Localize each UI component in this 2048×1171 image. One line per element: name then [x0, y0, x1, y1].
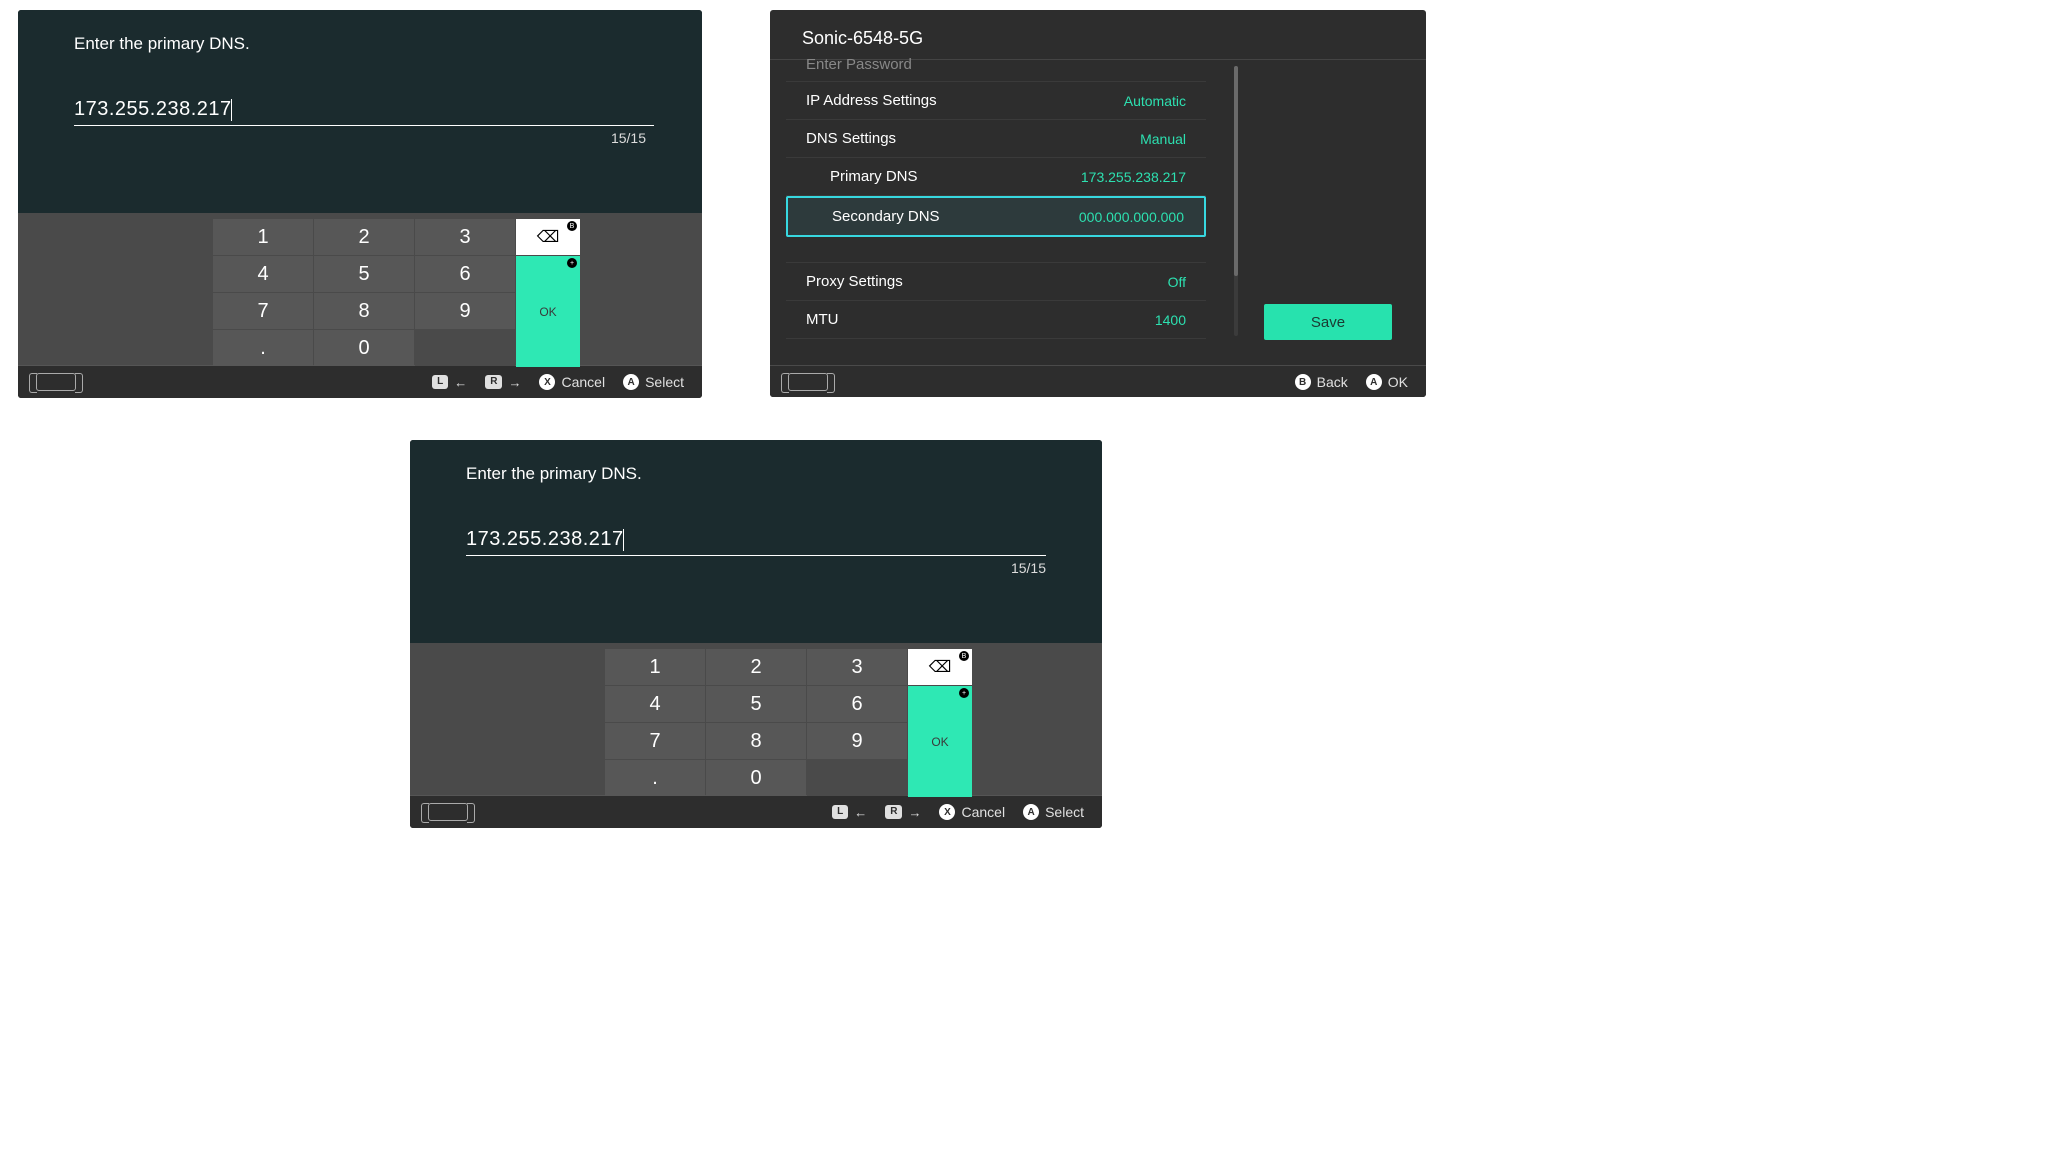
dns-input-field[interactable]: 173.255.238.217 — [466, 528, 1046, 556]
key-1[interactable]: 1 — [605, 649, 705, 685]
hint-ok[interactable]: AOK — [1366, 374, 1408, 390]
key-0[interactable]: 0 — [314, 330, 414, 366]
key-9[interactable]: 9 — [807, 723, 907, 759]
backspace-icon: ⌫ — [537, 227, 560, 247]
b-badge-icon: B — [567, 221, 577, 231]
key-empty — [807, 760, 907, 796]
keypad: 1 2 3 4 5 6 7 8 9 . 0 ⌫ B OK + — [18, 213, 702, 365]
ok-button[interactable]: OK + — [908, 686, 972, 797]
row-dns-settings[interactable]: DNS Settings Manual — [786, 120, 1206, 158]
scrollbar[interactable] — [1234, 66, 1238, 336]
dns-char-counter: 15/15 — [611, 130, 646, 146]
network-name-title: Sonic-6548-5G — [770, 10, 1426, 60]
console-icon — [36, 373, 76, 391]
save-button[interactable]: Save — [1264, 304, 1392, 340]
b-badge-icon: B — [959, 651, 969, 661]
network-settings-screen: Sonic-6548-5G Enter Password IP Address … — [770, 10, 1426, 397]
footer-bar: L← R→ XCancel ASelect — [410, 795, 1102, 828]
hint-cancel[interactable]: XCancel — [539, 374, 605, 390]
dns-title: Enter the primary DNS. — [74, 34, 646, 54]
keypad-grid: 1 2 3 4 5 6 7 8 9 . 0 — [605, 649, 907, 796]
dns-char-counter: 15/15 — [1011, 560, 1046, 576]
dns-input-wrap: 173.255.238.217 15/15 — [466, 528, 1046, 556]
keypad-side: ⌫ B OK + — [908, 649, 972, 797]
row-primary-dns[interactable]: Primary DNS 173.255.238.217 — [786, 158, 1206, 196]
settings-list: Enter Password IP Address Settings Autom… — [786, 60, 1206, 339]
keypad-grid: 1 2 3 4 5 6 7 8 9 . 0 — [213, 219, 515, 366]
key-empty — [415, 330, 515, 366]
row-ip-settings[interactable]: IP Address Settings Automatic — [786, 82, 1206, 120]
key-8[interactable]: 8 — [706, 723, 806, 759]
row-enter-password[interactable]: Enter Password — [786, 56, 1206, 82]
hint-back[interactable]: BBack — [1295, 374, 1348, 390]
key-5[interactable]: 5 — [706, 686, 806, 722]
dns-input-panel: Enter the primary DNS. 173.255.238.217 1… — [18, 10, 702, 213]
console-icon — [788, 373, 828, 391]
plus-badge-icon: + — [959, 688, 969, 698]
key-2[interactable]: 2 — [314, 219, 414, 255]
key-9[interactable]: 9 — [415, 293, 515, 329]
dns-input-panel: Enter the primary DNS. 173.255.238.217 1… — [410, 440, 1102, 643]
key-dot[interactable]: . — [213, 330, 313, 366]
key-5[interactable]: 5 — [314, 256, 414, 292]
row-secondary-dns[interactable]: Secondary DNS 000.000.000.000 — [786, 196, 1206, 237]
settings-body: Enter Password IP Address Settings Autom… — [770, 60, 1426, 365]
dns-input-wrap: 173.255.238.217 15/15 — [74, 98, 646, 126]
dns-input-field[interactable]: 173.255.238.217 — [74, 98, 654, 126]
key-6[interactable]: 6 — [807, 686, 907, 722]
key-4[interactable]: 4 — [213, 256, 313, 292]
footer-bar: BBack AOK — [770, 365, 1426, 397]
key-dot[interactable]: . — [605, 760, 705, 796]
backspace-button[interactable]: ⌫ B — [516, 219, 580, 255]
plus-badge-icon: + — [567, 258, 577, 268]
key-2[interactable]: 2 — [706, 649, 806, 685]
key-1[interactable]: 1 — [213, 219, 313, 255]
key-7[interactable]: 7 — [213, 293, 313, 329]
dns-title: Enter the primary DNS. — [466, 464, 1046, 484]
hint-select[interactable]: ASelect — [1023, 804, 1084, 820]
row-mtu[interactable]: MTU 1400 — [786, 301, 1206, 339]
backspace-button[interactable]: ⌫ B — [908, 649, 972, 685]
hint-select[interactable]: ASelect — [623, 374, 684, 390]
ok-button[interactable]: OK + — [516, 256, 580, 367]
backspace-icon: ⌫ — [929, 657, 952, 677]
key-7[interactable]: 7 — [605, 723, 705, 759]
hint-R: R→ — [885, 805, 921, 820]
settings-divider — [786, 237, 1206, 263]
footer-bar: L← R→ XCancel ASelect — [18, 365, 702, 398]
key-6[interactable]: 6 — [415, 256, 515, 292]
keypad-side: ⌫ B OK + — [516, 219, 580, 367]
console-icon — [428, 803, 468, 821]
hint-R: R→ — [485, 375, 521, 390]
key-3[interactable]: 3 — [807, 649, 907, 685]
key-3[interactable]: 3 — [415, 219, 515, 255]
key-4[interactable]: 4 — [605, 686, 705, 722]
key-0[interactable]: 0 — [706, 760, 806, 796]
keypad: 1 2 3 4 5 6 7 8 9 . 0 ⌫ B OK + — [410, 643, 1102, 795]
hint-cancel[interactable]: XCancel — [939, 804, 1005, 820]
hint-L: L← — [832, 805, 867, 820]
key-8[interactable]: 8 — [314, 293, 414, 329]
dns-keypad-screen-2: Enter the primary DNS. 173.255.238.217 1… — [410, 440, 1102, 828]
hint-L: L← — [432, 375, 467, 390]
row-proxy[interactable]: Proxy Settings Off — [786, 263, 1206, 301]
dns-keypad-screen-1: Enter the primary DNS. 173.255.238.217 1… — [18, 10, 702, 398]
scrollbar-thumb[interactable] — [1234, 66, 1238, 276]
